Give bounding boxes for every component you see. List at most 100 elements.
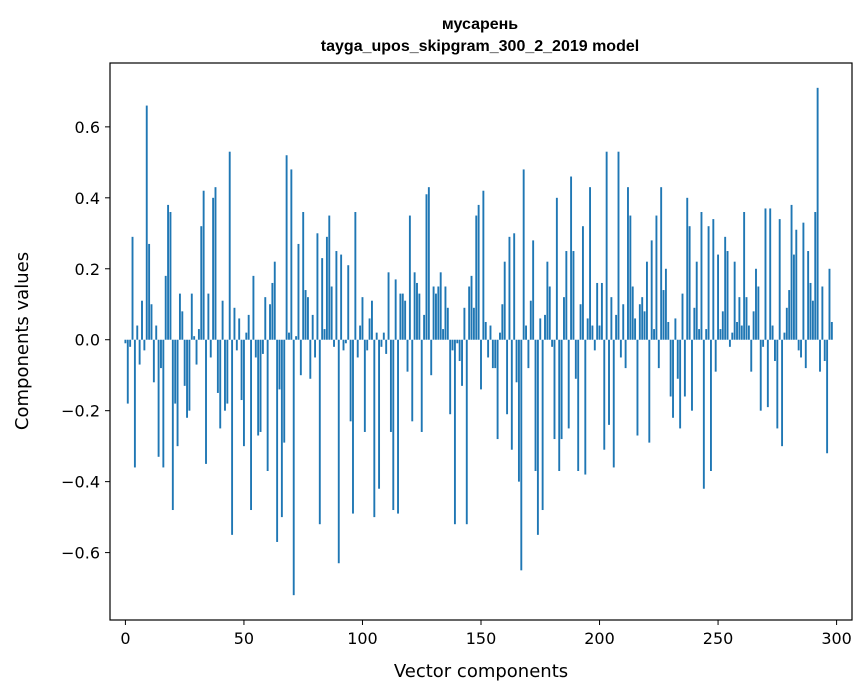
bar bbox=[525, 325, 527, 340]
bar bbox=[563, 297, 565, 340]
bar bbox=[306, 297, 309, 340]
bar bbox=[731, 332, 734, 340]
bar bbox=[266, 339, 269, 471]
bar bbox=[634, 318, 637, 340]
bar bbox=[506, 339, 509, 415]
bar bbox=[245, 332, 248, 340]
bar bbox=[250, 339, 252, 511]
bar bbox=[636, 339, 639, 436]
bar bbox=[823, 339, 826, 362]
y-tick-label: −0.2 bbox=[61, 402, 100, 421]
bar bbox=[629, 215, 632, 340]
bar bbox=[828, 268, 831, 340]
bar bbox=[295, 336, 298, 340]
bar bbox=[205, 339, 207, 464]
bar bbox=[444, 286, 447, 340]
bar bbox=[375, 332, 378, 340]
bar-series bbox=[124, 87, 833, 596]
bar bbox=[148, 243, 151, 340]
bar bbox=[141, 300, 143, 340]
bar bbox=[190, 293, 193, 340]
bar bbox=[321, 258, 324, 340]
bar bbox=[553, 339, 556, 440]
bar bbox=[347, 265, 350, 340]
bar bbox=[596, 282, 599, 340]
bar bbox=[176, 339, 179, 447]
y-tick-label: 0.0 bbox=[75, 331, 100, 350]
bar bbox=[622, 304, 625, 340]
bar bbox=[288, 332, 290, 340]
bar bbox=[404, 300, 407, 340]
bar bbox=[442, 329, 445, 340]
bar bbox=[252, 275, 255, 340]
bar bbox=[150, 304, 153, 340]
bar bbox=[219, 339, 222, 429]
bar bbox=[800, 339, 802, 358]
bar bbox=[785, 307, 788, 340]
y-axis-ticks: −0.6 −0.4 −0.2 0.0 0.2 0.4 0.6 bbox=[61, 118, 110, 563]
bar bbox=[155, 325, 158, 340]
bar bbox=[342, 339, 345, 351]
bar bbox=[309, 339, 312, 379]
chart-title: мусарень bbox=[442, 16, 518, 33]
bar bbox=[207, 293, 210, 340]
bar bbox=[361, 297, 364, 340]
bar bbox=[461, 339, 463, 386]
bar bbox=[489, 325, 492, 340]
bar bbox=[273, 261, 276, 340]
bar bbox=[136, 325, 139, 340]
bar bbox=[747, 325, 750, 340]
bar bbox=[259, 339, 262, 432]
bar bbox=[129, 339, 132, 347]
bar bbox=[522, 169, 525, 340]
bar bbox=[352, 339, 354, 514]
bar bbox=[311, 314, 314, 340]
bar bbox=[655, 215, 658, 340]
bar bbox=[795, 229, 798, 340]
bar bbox=[764, 208, 767, 340]
y-tick-label: −0.6 bbox=[61, 544, 100, 563]
bar bbox=[660, 187, 663, 340]
bar bbox=[577, 339, 580, 471]
bar bbox=[138, 339, 141, 365]
bar bbox=[719, 329, 722, 340]
bar bbox=[209, 339, 212, 358]
bar bbox=[482, 190, 485, 340]
bar bbox=[750, 339, 753, 372]
bar bbox=[439, 272, 442, 340]
bar bbox=[591, 325, 594, 340]
bar bbox=[664, 268, 667, 340]
x-tick-label: 250 bbox=[703, 629, 734, 648]
bar bbox=[378, 339, 381, 489]
bar bbox=[335, 251, 338, 340]
bar bbox=[470, 275, 473, 340]
bar bbox=[619, 339, 622, 358]
bar bbox=[776, 339, 779, 429]
bar bbox=[584, 339, 587, 475]
bar bbox=[624, 339, 627, 369]
bar bbox=[548, 286, 551, 340]
bar bbox=[657, 339, 660, 369]
bar bbox=[721, 311, 724, 340]
bar bbox=[811, 300, 814, 340]
bar bbox=[565, 251, 568, 340]
bar bbox=[517, 339, 520, 482]
bar bbox=[297, 243, 300, 340]
bar bbox=[683, 339, 686, 397]
bar bbox=[736, 321, 738, 340]
bar bbox=[349, 339, 352, 422]
bar bbox=[280, 339, 283, 518]
bar bbox=[610, 297, 613, 340]
bar bbox=[581, 226, 584, 340]
x-tick-label: 0 bbox=[120, 629, 130, 648]
bar bbox=[446, 307, 449, 340]
bar bbox=[368, 318, 371, 340]
bar bbox=[752, 311, 755, 340]
bar bbox=[382, 332, 385, 340]
bar bbox=[226, 339, 229, 404]
bar bbox=[430, 339, 433, 376]
bar bbox=[408, 215, 411, 340]
bar bbox=[527, 339, 530, 369]
bar bbox=[299, 339, 302, 376]
bar bbox=[728, 339, 731, 347]
